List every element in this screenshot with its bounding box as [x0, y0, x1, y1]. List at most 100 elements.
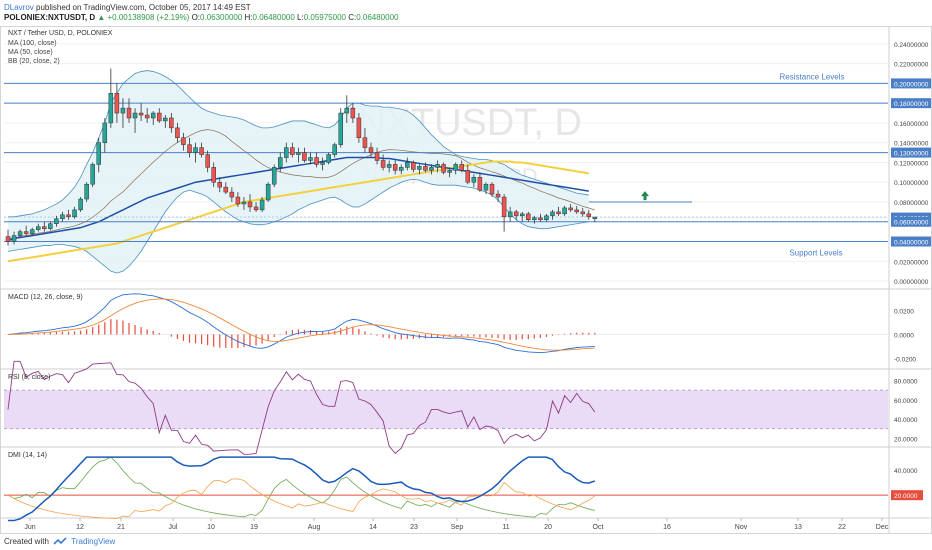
candle	[489, 183, 495, 195]
dmi-reference-label: 20.0000	[894, 493, 918, 500]
candle	[17, 231, 23, 236]
ohlc-line: POLONIEX:NXTUSDT, D ▲ +0.00138908 (+2.19…	[4, 13, 398, 22]
candle	[150, 112, 156, 119]
dmi-title: DMI (14, 14)	[8, 452, 47, 459]
candle	[84, 183, 89, 200]
candle	[592, 216, 598, 220]
high-value: 0.06480000	[252, 13, 295, 22]
price-tick-label: 0.22000000	[894, 62, 929, 69]
time-tick-label: 13	[794, 524, 802, 531]
candle	[296, 152, 301, 155]
candle	[5, 236, 11, 242]
adx-line	[8, 456, 596, 522]
up-arrow-icon	[641, 191, 649, 201]
legend-entry: MA (50, close)	[8, 49, 53, 56]
candle	[483, 183, 489, 191]
candle	[163, 117, 168, 122]
candle	[308, 157, 313, 161]
candle	[108, 93, 114, 124]
price-tick-label: 0.14000000	[894, 141, 929, 148]
candle	[320, 162, 325, 165]
legend-entry: MA (100, close)	[8, 40, 57, 47]
dmi-plus-line	[7, 456, 595, 518]
price-tick-label: 0.12000000	[894, 160, 929, 167]
candle	[259, 199, 265, 211]
price-tick-label: 0.20000000	[894, 81, 929, 88]
price-tick-highlight	[891, 147, 931, 158]
publish-line: DLavrov published on TradingView.com, Oc…	[4, 3, 251, 12]
candle	[175, 127, 180, 139]
candle	[520, 213, 525, 217]
dmi-reference-highlight	[891, 490, 923, 501]
candle	[314, 157, 319, 165]
candle	[513, 211, 519, 217]
created-with-text: Created with	[4, 537, 49, 547]
candle	[495, 193, 501, 198]
candle	[435, 164, 440, 168]
rsi-tick-label: 80.0000	[894, 379, 918, 386]
candle	[193, 147, 198, 153]
candle	[568, 207, 573, 211]
price-tick-label: 0.24000000	[894, 42, 929, 49]
rsi-tick-label: 60.0000	[894, 398, 918, 405]
candle	[42, 226, 47, 229]
macd-signal-line	[7, 298, 595, 351]
rsi-tick-label: 40.0000	[894, 417, 918, 424]
resistance-label: Resistance Levels	[780, 72, 845, 81]
time-tick-label: Jul	[169, 524, 178, 531]
candle	[181, 137, 186, 145]
candle	[411, 162, 416, 170]
candle	[78, 198, 83, 211]
rsi-title: RSI (8, close)	[8, 374, 50, 381]
time-tick-label: Nov	[735, 524, 748, 531]
candle	[326, 154, 331, 163]
candle	[126, 107, 132, 119]
candle	[562, 207, 567, 215]
candle	[362, 137, 368, 148]
candle	[235, 196, 241, 205]
candle	[217, 181, 222, 188]
candle	[36, 226, 41, 230]
candle	[405, 162, 410, 168]
support-label: Support Levels	[789, 249, 842, 258]
macd-tick-label: 0.0200	[894, 309, 914, 316]
candle	[544, 215, 549, 221]
dmi-tick-label: 40.0000	[894, 468, 918, 475]
price-tick-label: 0.00000000	[894, 279, 929, 286]
candle	[278, 157, 283, 168]
candle	[586, 213, 592, 218]
candle	[471, 177, 477, 183]
candle	[574, 209, 579, 213]
candle	[423, 166, 428, 171]
candle	[199, 147, 204, 155]
open-label: O:	[191, 13, 201, 22]
candle	[132, 112, 138, 119]
candle	[465, 170, 471, 183]
price-tick-highlight	[891, 216, 931, 227]
candle	[54, 218, 59, 224]
candle	[447, 170, 452, 173]
high-label: H:	[244, 13, 253, 22]
author-link[interactable]: DLavrov	[4, 3, 34, 12]
candle	[429, 167, 434, 171]
candle	[284, 147, 289, 158]
time-tick-label: 20	[544, 524, 552, 531]
candle	[374, 152, 380, 161]
candle	[338, 112, 343, 145]
candle	[302, 152, 307, 161]
price-tick-label: 0.06000000	[894, 220, 929, 227]
tradingview-link[interactable]: TradingView	[71, 537, 116, 547]
time-tick-label: 21	[117, 524, 125, 531]
chart-area[interactable]: 0.24000000 0.22000000 0.20000000 0.18000000…	[0, 26, 932, 534]
candle	[120, 107, 126, 114]
macd-line	[7, 293, 595, 354]
candle	[138, 112, 144, 116]
candle	[253, 206, 259, 211]
candle	[102, 122, 108, 143]
price-tick-label: 0.02000000	[894, 259, 929, 266]
candle	[90, 164, 95, 185]
low-value: 0.05975000	[303, 13, 346, 22]
price-tick-highlight	[891, 98, 931, 109]
ma50-line	[7, 160, 589, 263]
candle	[169, 117, 174, 129]
